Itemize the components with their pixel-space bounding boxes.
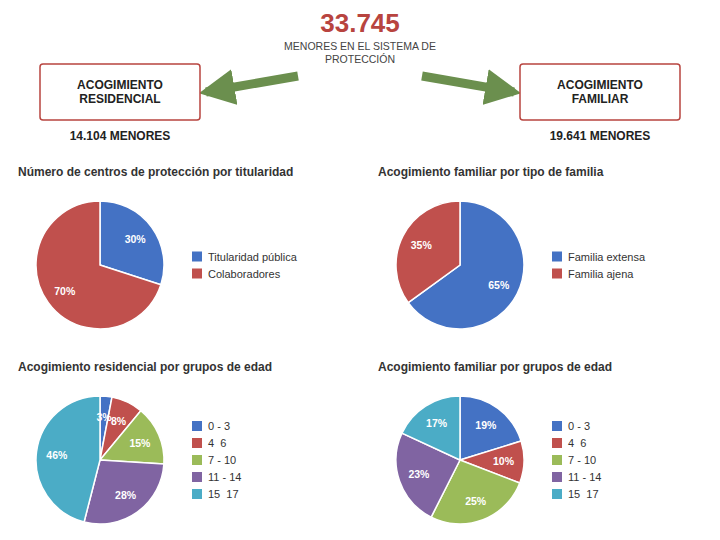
data-label: 46% (46, 449, 68, 461)
legend-swatch (552, 455, 562, 465)
data-label: 15% (129, 437, 151, 449)
data-label: 65% (488, 279, 510, 291)
box (520, 64, 680, 120)
count-label: 19.641 MENORES (550, 129, 651, 143)
pie-slice (402, 396, 460, 460)
box-label: ACOGIMIENTORESIDENCIAL (77, 78, 163, 106)
infographic: 33.745MENORES EN EL SISTEMA DEPROTECCIÓN… (0, 0, 720, 540)
box (40, 64, 200, 120)
legend-entry: 15 17 (568, 488, 599, 500)
arrow (422, 76, 514, 92)
legend-swatch (192, 489, 202, 499)
legend-entry: 15 17 (208, 488, 239, 500)
chart-title: Acogimiento familiar por grupos de edad (378, 360, 612, 374)
legend-entry: 0 - 3 (208, 420, 230, 432)
legend-swatch (192, 455, 202, 465)
legend-swatch (192, 472, 202, 482)
subtitle-line: MENORES EN EL SISTEMA DE (284, 40, 436, 52)
subtitle: MENORES EN EL SISTEMA DEPROTECCIÓN (284, 40, 436, 65)
legend-entry: 7 - 10 (568, 454, 596, 466)
legend-entry: 11 - 14 (208, 471, 241, 483)
legend-swatch (192, 252, 202, 262)
legend-entry: Titularidad pública (208, 251, 298, 263)
legend-swatch (192, 438, 202, 448)
count-label: 14.104 MENORES (70, 129, 171, 143)
data-label: 25% (465, 495, 487, 507)
box-label-line: FAMILIAR (572, 92, 629, 106)
pie-chart: Acogimiento familiar por grupos de edad 1… (378, 360, 612, 524)
box-label: ACOGIMIENTOFAMILIAR (557, 78, 643, 106)
data-label: 10% (493, 455, 515, 467)
pie-slice (36, 396, 100, 522)
legend-entry: 4 6 (568, 437, 586, 449)
pie-slice (396, 201, 460, 303)
legend-entry: 11 - 14 (568, 471, 601, 483)
legend-entry: Colaboradores (208, 268, 281, 280)
chart-title: Acogimiento familiar por tipo de familia (378, 165, 604, 179)
pie-slice (36, 201, 161, 329)
legend-entry: Familia ajena (568, 268, 634, 280)
legend-swatch (552, 269, 562, 279)
data-label: 30% (125, 233, 147, 245)
legend-entry: 0 - 3 (568, 420, 590, 432)
pie-chart: Acogimiento residencial por grupos de ed… (18, 360, 272, 524)
title: 33.745 (320, 8, 400, 38)
data-label: 70% (54, 285, 76, 297)
legend-entry: 4 6 (208, 437, 226, 449)
box-label-line: ACOGIMIENTO (557, 78, 643, 92)
legend-swatch (552, 438, 562, 448)
pie-chart: Acogimiento familiar por tipo de familia… (378, 165, 646, 329)
box-label-line: RESIDENCIAL (79, 92, 160, 106)
data-label: 17% (426, 417, 448, 429)
data-label: 28% (115, 489, 137, 501)
legend-swatch (552, 472, 562, 482)
legend-swatch (192, 269, 202, 279)
box-label-line: ACOGIMIENTO (77, 78, 163, 92)
legend-swatch (192, 421, 202, 431)
data-label: 35% (411, 239, 433, 251)
data-label: 23% (408, 468, 430, 480)
legend-swatch (552, 252, 562, 262)
legend-swatch (552, 421, 562, 431)
subtitle-line: PROTECCIÓN (325, 53, 395, 65)
legend-swatch (552, 489, 562, 499)
chart-title: Acogimiento residencial por grupos de ed… (18, 360, 272, 374)
data-label: 8% (111, 415, 127, 427)
data-label: 19% (475, 419, 497, 431)
pie-chart: Número de centros de protección por titu… (18, 165, 298, 329)
legend-entry: 7 - 10 (208, 454, 236, 466)
chart-title: Número de centros de protección por titu… (18, 165, 293, 179)
arrow (206, 76, 298, 92)
legend-entry: Familia extensa (568, 251, 646, 263)
